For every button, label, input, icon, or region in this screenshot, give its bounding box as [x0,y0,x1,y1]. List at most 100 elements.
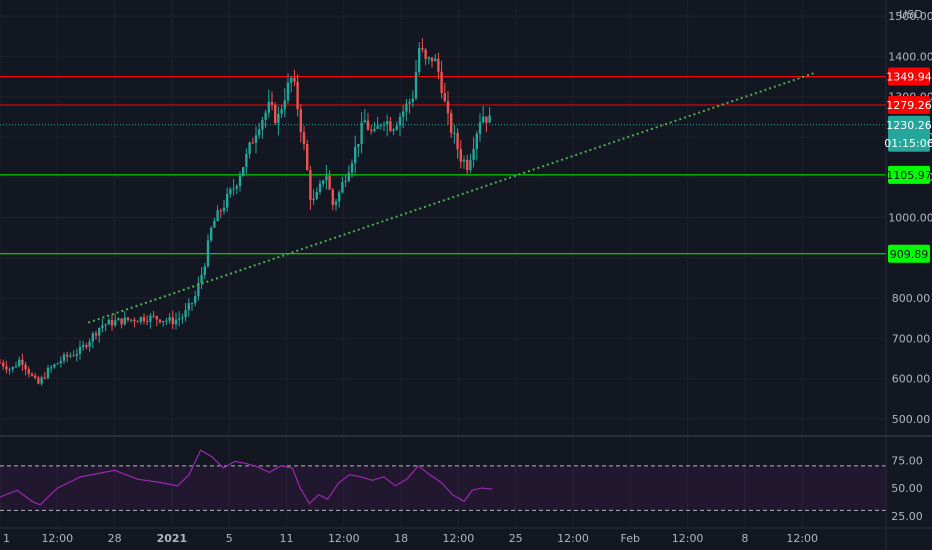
time-tick-label: 18 [394,532,408,545]
candle-body [392,129,395,132]
candle-body [437,58,440,72]
candle-body [466,159,469,171]
rsi-tick-label: 75.00 [891,454,923,467]
candle-body [366,120,370,130]
candle-body [478,122,482,134]
time-tick-label: 12:00 [672,532,704,545]
candle-body [62,354,66,361]
candle-body [40,377,43,384]
candle-body [434,58,437,62]
candle-body [75,353,78,356]
rsi-indicator [0,449,493,506]
candle-body [0,362,2,364]
candle-body [219,210,222,212]
candle-body [229,189,232,194]
candle-body [411,98,414,102]
candle-body [363,120,366,123]
candle-body [459,149,462,162]
time-tick-label: 5 [226,532,233,545]
candle-body [66,354,69,357]
candle-body [344,181,347,183]
candle-body [485,116,488,123]
candle-body [475,133,478,150]
candle-body [277,113,280,124]
candle-body [85,344,88,347]
candle-body [146,321,149,323]
time-tick-label: 25 [509,532,523,545]
candle-body [379,124,382,126]
candle-body [318,183,322,193]
time-tick-label: 12:00 [328,532,360,545]
candle-body [94,333,98,336]
candle-body [232,188,235,190]
grid [0,0,886,527]
trendline-segment[interactable] [87,71,817,324]
candle-body [46,367,50,379]
candle-body [133,319,136,322]
candle-body [206,240,210,267]
candle-body [165,320,168,322]
candle-body [354,146,357,164]
candle-body [37,377,40,384]
candle-body [443,92,446,102]
candle-body [158,319,162,323]
candle-body [418,48,421,73]
candle-body [136,321,139,323]
candle-body [139,317,142,322]
candle-body [197,283,200,297]
candle-body [24,364,27,370]
price-tick-label: 1500.00 [888,10,932,23]
time-tick-label: 28 [108,532,122,545]
price-tick-label: 600.00 [892,373,931,386]
last-price-tag [888,115,930,152]
candle-body [395,125,398,130]
candle-body [187,303,190,311]
candle-body [126,317,130,320]
time-tick-label: 12:00 [786,532,818,545]
price-tick-label: 700.00 [892,332,931,345]
candle-body [200,274,203,284]
candle-body [30,373,34,376]
candle-body [82,344,85,347]
trendline[interactable] [87,71,817,324]
candle-body [120,318,123,325]
price-line-tag-label: 1279.26 [886,99,932,112]
time-tick-label: 1 [3,532,10,545]
candle-body [222,207,226,212]
candle-body [293,77,296,82]
candle-body [72,355,75,357]
candle-body [50,367,53,369]
candle-body [245,153,248,168]
candle-body [302,132,306,145]
candle-body [290,77,293,83]
candle-body [69,355,72,357]
candle-body [5,366,8,370]
price-line-tag-label: 1105.97 [886,169,932,182]
candle-body [389,121,392,132]
candle-body [78,346,82,354]
rsi-tick-label: 25.00 [891,510,923,523]
candle-body [482,116,485,123]
candle-body [350,163,354,173]
candle-body [450,113,453,134]
candle-body [331,189,334,206]
candle-body [280,109,283,114]
candle-body [296,81,299,110]
candle-body [325,176,328,181]
candle-body [309,170,312,200]
price-line-tag [888,165,930,184]
candle-body [312,199,315,201]
candle-body [286,82,290,101]
candle-body [123,317,126,325]
price-line-tag-label: 1349.94 [886,71,932,84]
candle-body [328,176,331,190]
candle-body [181,317,184,319]
price-line-tag [888,67,930,86]
candle-body [142,317,146,322]
currency-label: USD [899,8,923,21]
horizontal-lines[interactable] [0,76,886,255]
candle-body [347,172,350,182]
price-tags: 1349.94 1279.26 1105.97 909.89 1230.26 01:15:… [884,67,932,263]
candle-body [402,111,405,117]
